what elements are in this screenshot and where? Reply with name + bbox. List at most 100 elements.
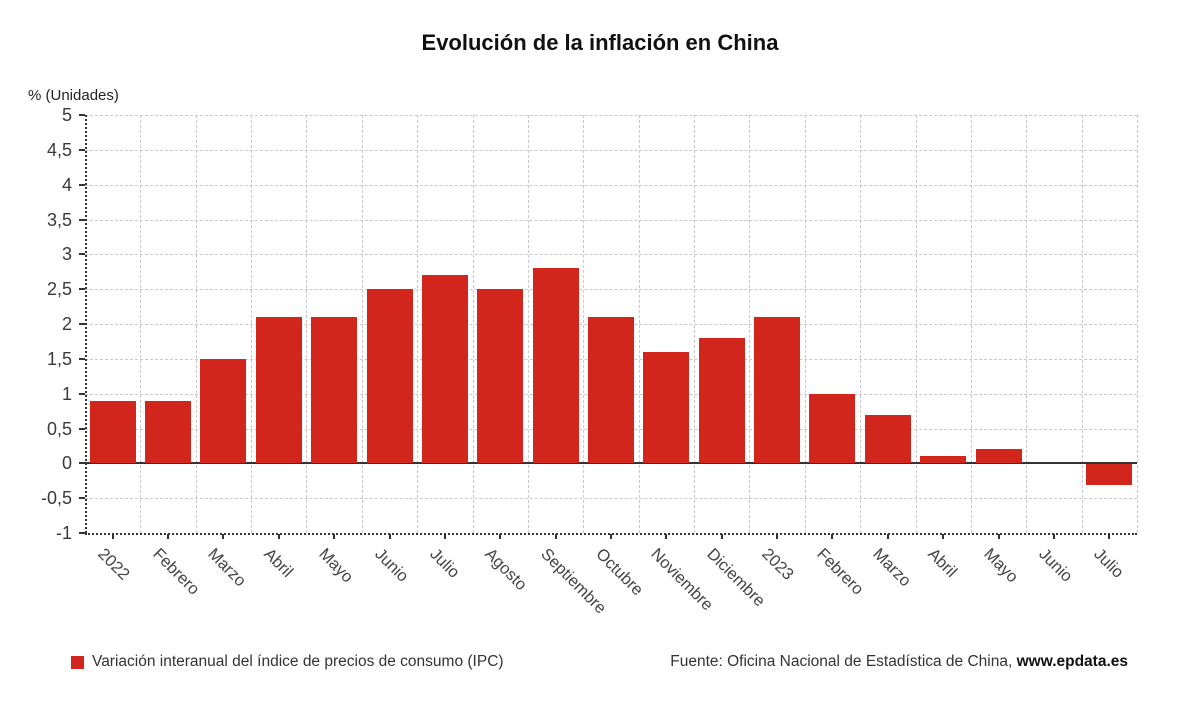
x-axis-tick xyxy=(665,534,668,539)
x-axis-tick xyxy=(222,534,225,539)
x-axis-label: Junio xyxy=(1035,545,1076,586)
x-axis-tick xyxy=(388,534,391,539)
bar[interactable] xyxy=(89,400,136,464)
bar[interactable] xyxy=(754,317,801,464)
y-axis-tick xyxy=(79,497,85,500)
bar[interactable] xyxy=(311,317,358,464)
x-axis-tick xyxy=(499,534,502,539)
y-axis-title: % (Unidades) xyxy=(28,87,119,104)
x-gridline xyxy=(1137,115,1138,533)
bar[interactable] xyxy=(421,275,468,464)
zero-baseline xyxy=(85,462,1137,465)
legend-label: Variación interanual del índice de preci… xyxy=(92,653,504,670)
y-axis-tick xyxy=(79,183,85,186)
x-axis-tick xyxy=(831,534,834,539)
y-axis-label: 1,5 xyxy=(46,348,72,369)
x-axis-tick xyxy=(776,534,779,539)
x-gridline xyxy=(694,115,696,533)
bar[interactable] xyxy=(366,289,413,464)
y-gridline xyxy=(85,254,1137,256)
y-axis-label: 0,5 xyxy=(46,418,72,439)
x-axis-label: Julio xyxy=(426,545,463,582)
y-axis-label: 3 xyxy=(61,244,72,265)
x-axis-tick xyxy=(1052,534,1055,539)
y-axis-label: 0 xyxy=(61,453,72,474)
y-axis-tick xyxy=(79,253,85,256)
bar[interactable] xyxy=(920,456,967,464)
y-axis-label: -1 xyxy=(55,523,72,543)
bar[interactable] xyxy=(698,337,745,464)
x-axis-label: Febrero xyxy=(813,545,868,599)
legend-color-swatch xyxy=(71,655,84,669)
x-gridline xyxy=(915,115,917,533)
x-gridline xyxy=(306,115,308,533)
y-axis-tick xyxy=(79,462,85,465)
x-gridline xyxy=(251,115,253,533)
x-axis-label: Marzo xyxy=(869,545,915,591)
x-axis-label: 2023 xyxy=(758,545,798,584)
x-axis-label: Octubre xyxy=(592,545,647,600)
y-axis-tick xyxy=(79,357,85,360)
y-gridline xyxy=(85,184,1137,186)
bar[interactable] xyxy=(809,393,856,464)
x-axis-label: Junio xyxy=(370,545,412,586)
x-gridline xyxy=(860,115,862,533)
x-gridline xyxy=(140,115,142,533)
y-axis-tick xyxy=(79,323,85,325)
y-axis-label: 4,5 xyxy=(46,139,72,160)
bar[interactable] xyxy=(255,317,302,464)
x-gridline xyxy=(1081,115,1083,533)
x-axis-tick xyxy=(111,534,114,539)
x-axis-tick xyxy=(554,534,557,539)
y-axis-tick xyxy=(79,532,85,534)
x-axis-label: Julio xyxy=(1090,545,1128,582)
y-gridline xyxy=(85,219,1137,221)
y-gridline xyxy=(85,498,1137,500)
x-gridline xyxy=(970,115,972,533)
y-axis-label: 3,5 xyxy=(46,209,72,230)
bar[interactable] xyxy=(145,400,192,464)
bar[interactable] xyxy=(532,268,579,464)
x-axis-label: Abril xyxy=(924,545,961,582)
bar[interactable] xyxy=(975,449,1022,464)
x-axis-tick xyxy=(942,534,945,539)
x-gridline xyxy=(804,115,806,533)
source-website-link[interactable]: www.epdata.es xyxy=(1016,653,1128,670)
x-gridline xyxy=(417,115,419,533)
y-axis-tick xyxy=(79,427,85,430)
y-axis-tick xyxy=(79,392,85,395)
x-axis-label: 2022 xyxy=(93,545,133,584)
source-note: Fuente: Oficina Nacional de Estadística … xyxy=(670,653,1128,671)
bar[interactable] xyxy=(864,414,911,464)
bar[interactable] xyxy=(643,351,690,464)
y-axis-tick xyxy=(79,288,85,291)
y-gridline xyxy=(85,149,1137,151)
source-text: Fuente: Oficina Nacional de Estadística … xyxy=(670,653,1017,670)
y-gridline xyxy=(85,289,1137,291)
bar[interactable] xyxy=(200,358,247,464)
y-gridline xyxy=(85,115,1137,116)
x-gridline xyxy=(749,115,751,533)
x-axis-label: Agosto xyxy=(481,545,531,595)
x-axis-tick xyxy=(277,534,280,539)
x-axis-tick xyxy=(1108,534,1111,539)
y-axis-tick xyxy=(79,148,85,151)
x-axis-label: Marzo xyxy=(204,545,250,591)
x-gridline xyxy=(638,115,640,533)
x-axis-label: Abril xyxy=(260,545,297,582)
legend-item[interactable]: Variación interanual del índice de preci… xyxy=(71,653,504,671)
x-gridline xyxy=(472,115,474,533)
y-axis-tick xyxy=(79,114,85,116)
y-axis-label: 2,5 xyxy=(46,279,72,300)
bar[interactable] xyxy=(1086,464,1133,486)
bar[interactable] xyxy=(588,317,634,464)
x-gridline xyxy=(527,115,529,533)
bar[interactable] xyxy=(477,289,524,464)
x-axis-label: Mayo xyxy=(979,545,1022,587)
x-gridline xyxy=(583,115,585,533)
x-axis-tick xyxy=(167,534,170,539)
chart-title: Evolución de la inflación en China xyxy=(421,30,779,55)
y-axis-label: 4 xyxy=(61,174,72,195)
x-gridline xyxy=(361,115,363,533)
